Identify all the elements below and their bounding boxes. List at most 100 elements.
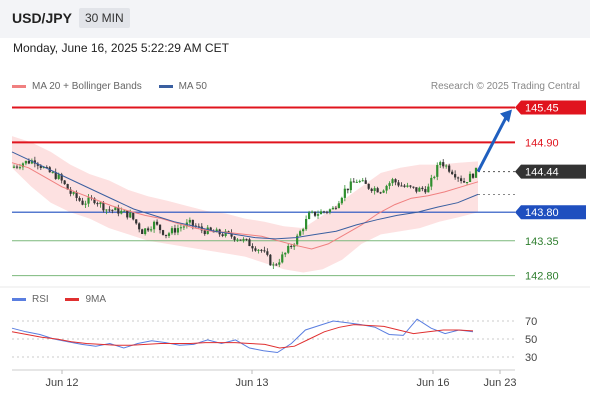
candle-body xyxy=(471,173,475,178)
ma20-swatch xyxy=(12,84,26,88)
candle-body xyxy=(397,182,400,186)
candle-body xyxy=(18,167,22,169)
candle-body xyxy=(346,188,349,191)
candle-body xyxy=(278,262,281,265)
candle-body xyxy=(224,231,227,236)
candle-body xyxy=(236,239,239,241)
candle-body xyxy=(158,224,162,231)
candle-body xyxy=(445,165,448,167)
candle-body xyxy=(51,172,54,174)
candle-body xyxy=(78,197,81,201)
candle-body xyxy=(27,160,31,164)
x-tick-label: Jun 12 xyxy=(45,377,78,389)
candle-body xyxy=(412,186,415,188)
candle-body xyxy=(302,229,305,232)
candle-body xyxy=(164,234,168,236)
candle-body xyxy=(400,185,403,187)
candle-body xyxy=(448,165,451,172)
candle-body xyxy=(155,221,159,225)
rsi-ma-swatch xyxy=(65,297,80,301)
rsi-swatch xyxy=(12,297,26,301)
ma50-line xyxy=(11,151,479,240)
candles xyxy=(12,156,478,269)
legend-rsi-ma: 9MA xyxy=(65,294,106,305)
candle-body xyxy=(105,209,108,211)
candle-body xyxy=(54,172,57,179)
candle-body xyxy=(406,185,409,187)
candle-body xyxy=(161,230,165,235)
candle-body xyxy=(316,214,320,216)
ma50-swatch xyxy=(158,84,173,88)
candle-body xyxy=(254,248,257,251)
rsi-ma-label: 9MA xyxy=(85,294,107,305)
candle-body xyxy=(24,160,28,164)
candle-body xyxy=(167,233,171,236)
candle-body xyxy=(75,192,78,198)
candle-body xyxy=(382,190,385,193)
candle-body xyxy=(269,254,272,266)
candle-body xyxy=(144,228,147,235)
candle-body xyxy=(191,219,194,226)
candle-body xyxy=(108,209,111,211)
candle-body xyxy=(176,228,180,233)
forecast-arrow-shaft xyxy=(476,116,508,173)
candle-body xyxy=(93,198,96,204)
candle-body xyxy=(451,171,454,175)
candle-body xyxy=(433,176,436,178)
candle-body xyxy=(111,209,114,211)
candle-body xyxy=(409,185,412,187)
candle-body xyxy=(305,218,308,230)
candle-body xyxy=(36,163,39,166)
legend-ma20: MA 20 + Bollinger Bands xyxy=(12,81,142,92)
candle-body xyxy=(462,181,466,183)
candle-body xyxy=(457,177,460,179)
candle-body xyxy=(290,245,293,247)
candle-body xyxy=(296,235,299,245)
timeframe-badge[interactable]: 30 MIN xyxy=(79,8,130,28)
candle-body xyxy=(215,229,218,233)
chart-header: USD/JPY 30 MIN xyxy=(0,0,590,38)
rsi-line xyxy=(11,318,474,354)
candle-body xyxy=(132,212,135,220)
rsi-tick-label: 30 xyxy=(525,352,537,364)
rsi-ma-line xyxy=(11,324,474,349)
candle-body xyxy=(331,207,335,210)
candle-body xyxy=(307,212,311,219)
candle-body xyxy=(328,209,332,213)
candle-body xyxy=(284,252,287,255)
candle-body xyxy=(257,249,260,251)
candle-body xyxy=(87,197,90,204)
candle-body xyxy=(12,166,16,168)
candle-body xyxy=(203,230,206,235)
candle-body xyxy=(391,179,394,184)
candle-body xyxy=(340,197,343,204)
candle-body xyxy=(281,254,284,263)
x-tick-label: Jun 23 xyxy=(483,377,516,389)
candle-body xyxy=(99,202,102,205)
candle-body xyxy=(388,183,391,186)
candle-body xyxy=(310,211,314,213)
candle-body xyxy=(141,229,144,235)
rsi-legend: RSI 9MA xyxy=(12,294,120,305)
candle-body xyxy=(96,203,99,205)
level-label-142-80: 142.80 xyxy=(525,271,559,283)
level-label-144-44-box xyxy=(515,164,586,179)
candle-body xyxy=(364,180,367,184)
candle-body xyxy=(465,182,469,184)
candle-body xyxy=(72,192,75,194)
candle-body xyxy=(42,166,45,168)
candle-body xyxy=(385,185,388,191)
candle-body xyxy=(361,180,364,182)
rsi-tick-label: 70 xyxy=(525,316,537,328)
candle-body xyxy=(114,207,117,211)
candle-body xyxy=(152,221,156,230)
candle-body xyxy=(337,203,340,209)
rsi-label: RSI xyxy=(32,294,49,305)
candle-body xyxy=(352,181,355,183)
candle-body xyxy=(147,228,150,231)
candle-body xyxy=(170,228,174,234)
level-label-143-35: 143.35 xyxy=(525,236,559,248)
candle-body xyxy=(230,232,233,237)
candle-body xyxy=(319,211,323,215)
candle-body xyxy=(379,192,382,194)
